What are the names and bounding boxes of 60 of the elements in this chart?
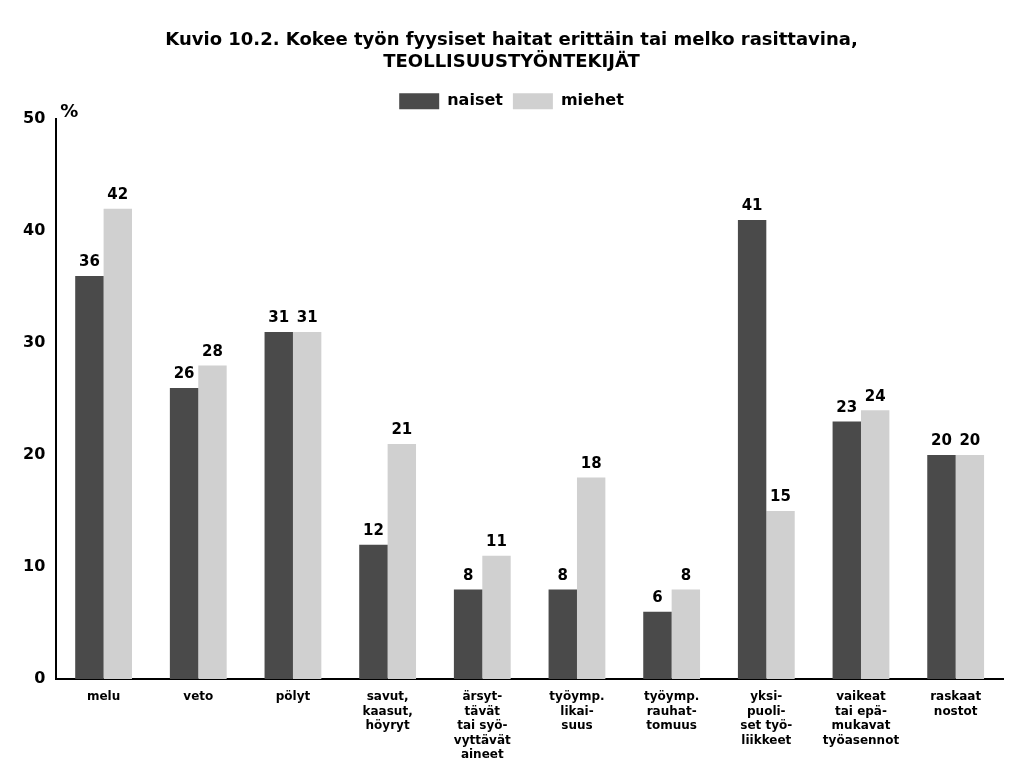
bar: [927, 455, 956, 679]
y-tick-label: 30: [23, 332, 46, 352]
data-label: 21: [391, 420, 413, 439]
data-label: 31: [268, 308, 290, 327]
data-label: 8: [462, 565, 474, 584]
data-label: 15: [770, 487, 791, 506]
bar: [860, 410, 890, 679]
legend-label: naiset: [447, 90, 504, 110]
y-tick-label: 0: [34, 668, 46, 688]
data-label: 18: [580, 453, 602, 472]
bar: [832, 421, 861, 679]
chart-title: Kuvio 10.2. Kokee työn fyysiset haitat erittäin tai melko rasittavina, TEOLLISUUSTYÖNTEKIJÄT: [165, 28, 858, 72]
data-label: 26: [173, 364, 195, 383]
x-tick-label: yksi- puoli- set työ- liikkeet: [740, 689, 793, 747]
bar: [264, 331, 293, 679]
bar: [576, 477, 606, 679]
data-label: 11: [486, 532, 507, 551]
bar: [198, 365, 227, 679]
data-label: 28: [202, 341, 223, 360]
bar: [103, 208, 132, 679]
data-label: 6: [652, 588, 663, 607]
data-label: 20: [959, 431, 981, 450]
data-label: 36: [78, 252, 100, 271]
y-axis-title: %: [60, 99, 79, 121]
bar: [292, 331, 322, 679]
data-label: 24: [864, 386, 886, 405]
x-tick-label: ärsyt- tävät tai syö- vyttävät aineet: [453, 689, 511, 761]
x-tick-label: työymp. likai- suus: [549, 689, 605, 733]
legend-label: miehet: [560, 90, 625, 110]
bar: [643, 611, 672, 679]
bar: [75, 275, 104, 679]
data-label: 8: [680, 565, 692, 584]
y-tick-label: 40: [23, 220, 46, 240]
bar: [482, 555, 511, 679]
x-tick-label: melu: [86, 689, 121, 704]
data-label: 20: [931, 431, 952, 450]
y-tick-label: 50: [23, 108, 46, 128]
x-tick-label: vaikeat tai epä- mukavat työasennot: [822, 689, 900, 747]
bar: [737, 219, 767, 679]
x-tick-label: veto: [183, 689, 214, 704]
bar: [169, 387, 199, 679]
data-label: 12: [362, 521, 384, 540]
x-tick-label: pölyt: [275, 689, 311, 704]
bar: [387, 443, 417, 679]
data-label: 23: [836, 397, 858, 416]
x-tick-label: työymp. rauhat- tomuus: [644, 689, 700, 733]
bar: [359, 544, 388, 679]
y-tick-label: 10: [23, 556, 46, 576]
data-label: 31: [296, 308, 318, 327]
data-label: 8: [557, 565, 568, 584]
data-label: 42: [107, 185, 129, 204]
bar: [766, 511, 795, 679]
bar: [453, 589, 483, 679]
bar: [548, 589, 577, 679]
bar: [671, 589, 701, 679]
bar: [955, 455, 985, 679]
data-label: 41: [741, 196, 763, 215]
x-tick-label: raskaat nostot: [930, 689, 982, 718]
x-tick-label: savut, kaasut, höyryt: [362, 689, 413, 733]
y-tick-label: 20: [23, 444, 46, 464]
